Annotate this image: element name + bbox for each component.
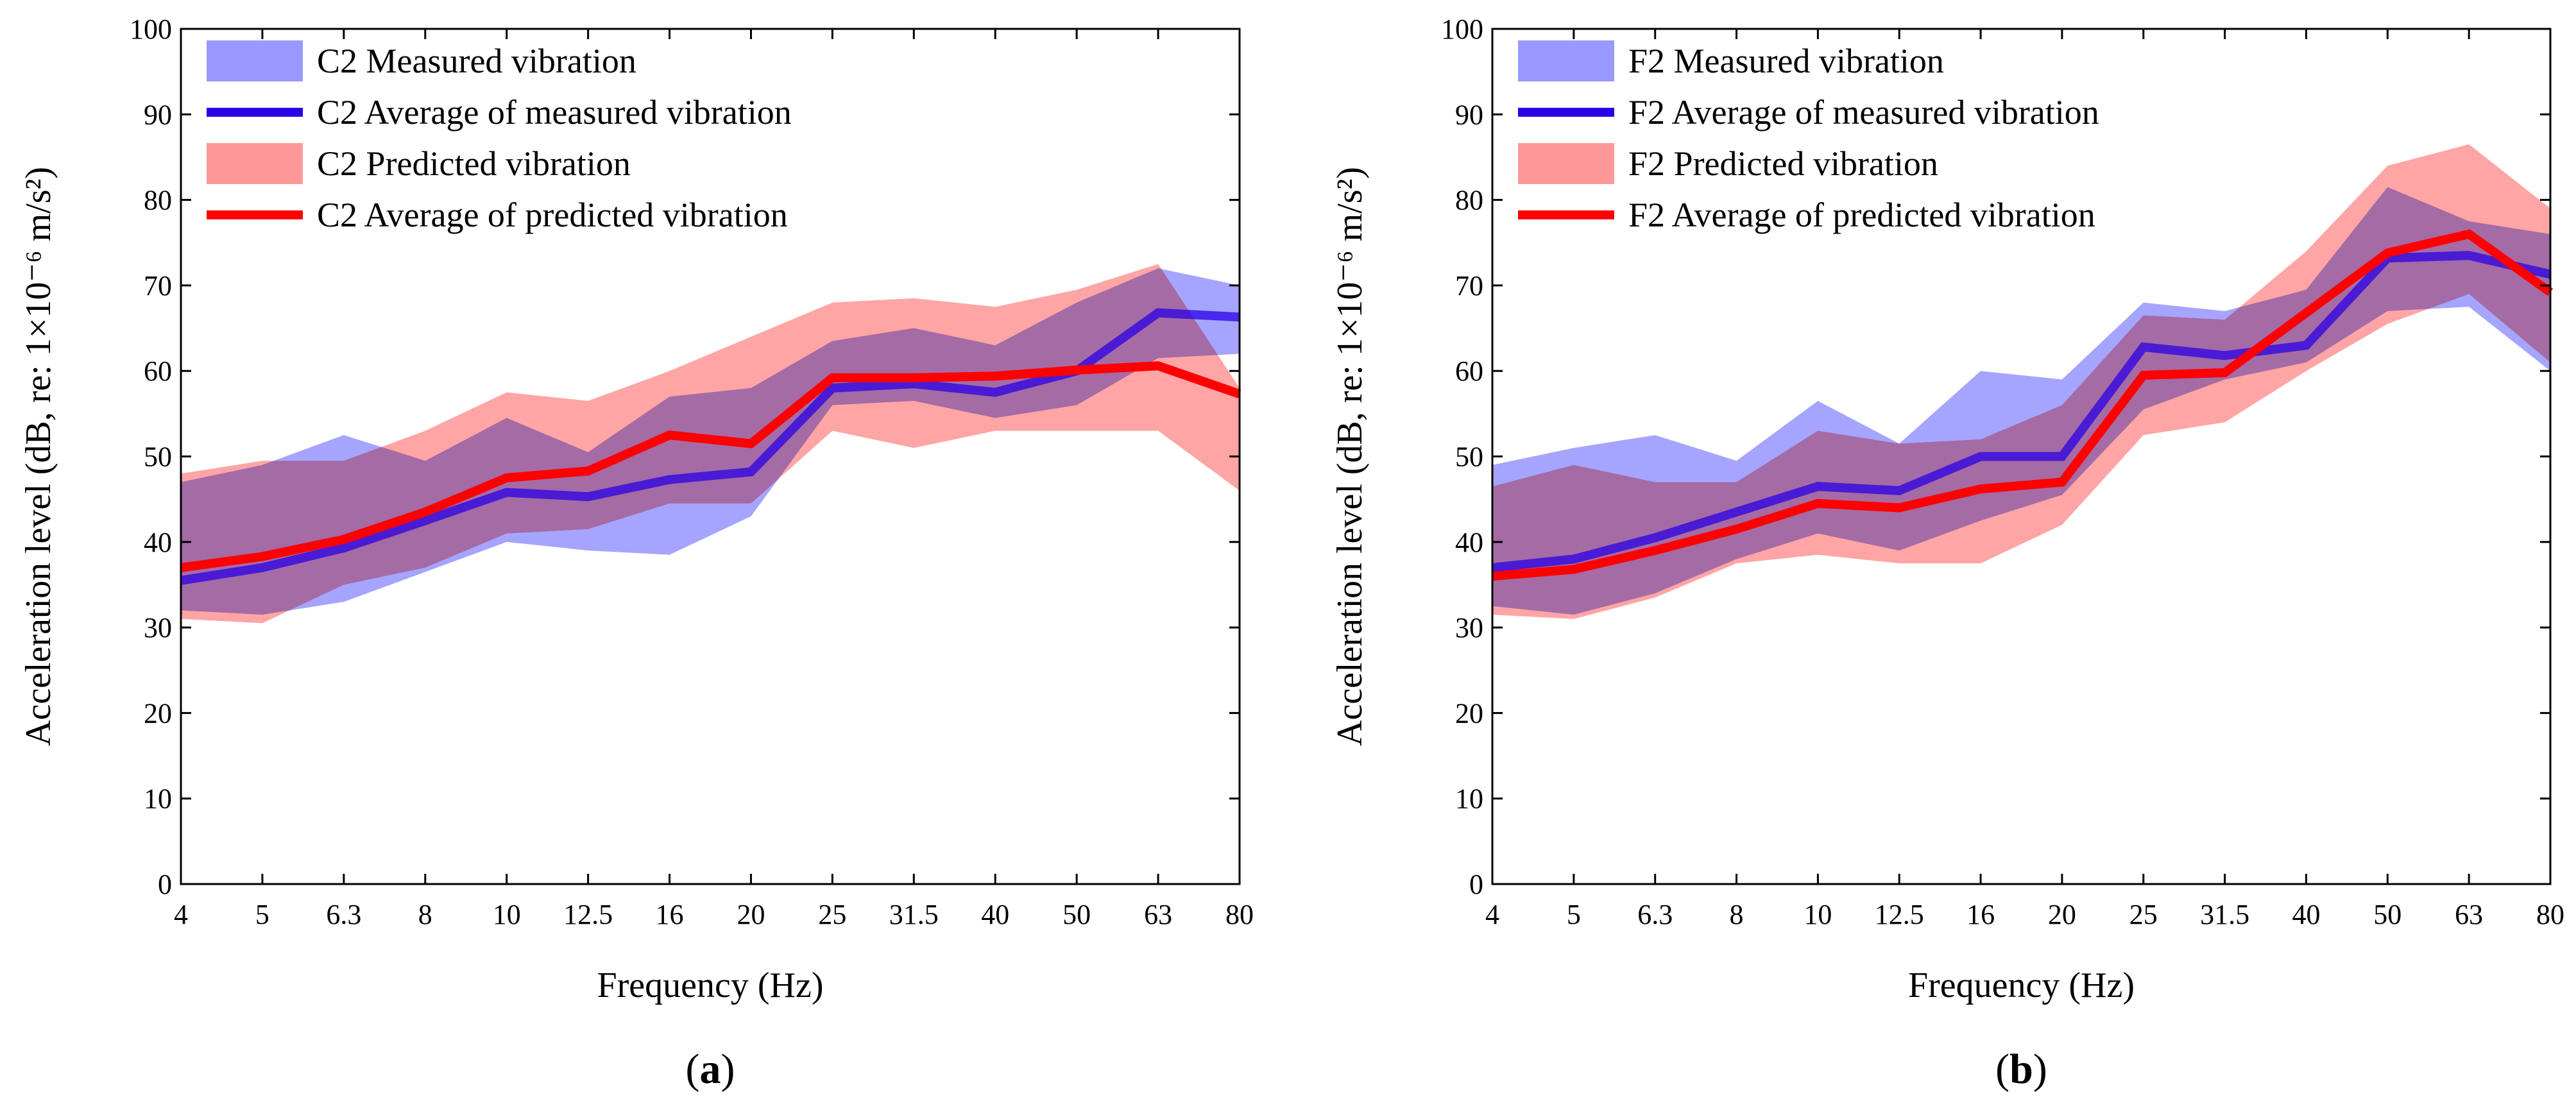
ytick-label-a-5: 50: [144, 441, 172, 473]
xtick-label-a-10: 40: [981, 899, 1009, 930]
ytick-label-b-8: 80: [1455, 185, 1483, 216]
ytick-label-a-4: 40: [144, 527, 172, 558]
ylabel-a: Acceleration level (dB, re: 1×10⁻⁶ m/s²): [19, 167, 58, 746]
ytick-label-b-0: 0: [1469, 869, 1483, 900]
xtick-label-a-8: 25: [818, 899, 846, 930]
chart-panel-b: 0 10 20 30 40 50 60 70 80 90 100 4 5 6.3 8 10 12.5 16 20 25…: [1330, 13, 2564, 1093]
xlabel-a: Frequency (Hz): [597, 966, 824, 1005]
line-a-3: [180, 361, 1241, 572]
ytick-label-b-7: 70: [1455, 270, 1483, 302]
legend-label-a-3: C2 Average of predicted vibration: [317, 196, 788, 234]
band-b-2: [1492, 144, 2550, 619]
ytick-label-a-10: 100: [130, 13, 172, 45]
legend-swatch-b-0: [1518, 40, 1614, 81]
legend-label-b-0: F2 Measured vibration: [1628, 42, 1944, 80]
xtick-label-a-5: 12.5: [563, 899, 613, 930]
legend-label-a-1: C2 Average of measured vibration: [317, 93, 792, 132]
panel-label-a: (a): [686, 1046, 735, 1093]
legend-swatch-a-2: [207, 143, 303, 184]
legend-label-b-2: F2 Predicted vibration: [1628, 144, 1938, 183]
xtick-label-b-6: 16: [1966, 899, 1995, 930]
xtick-label-a-7: 20: [737, 899, 765, 930]
xtick-label-a-0: 4: [174, 899, 188, 930]
xtick-label-b-5: 12.5: [1875, 899, 1924, 930]
xlabel-b: Frequency (Hz): [1908, 966, 2135, 1005]
ylabel-b: Acceleration level (dB, re: 1×10⁻⁶ m/s²): [1330, 167, 1370, 746]
line-b-3: [1492, 229, 2554, 581]
ytick-label-a-7: 70: [144, 270, 172, 302]
ytick-label-b-1: 10: [1455, 783, 1483, 815]
xtick-label-b-3: 8: [1730, 899, 1744, 930]
panel-label-b: (b): [1995, 1046, 2047, 1093]
xtick-label-b-12: 63: [2455, 899, 2483, 930]
ytick-label-a-8: 80: [144, 185, 172, 216]
legend-label-b-3: F2 Average of predicted vibration: [1628, 196, 2095, 234]
ytick-label-b-5: 50: [1455, 441, 1483, 473]
ytick-label-a-9: 90: [144, 99, 172, 130]
xtick-label-a-6: 16: [656, 899, 684, 930]
xtick-label-a-1: 5: [255, 899, 269, 930]
ytick-label-b-2: 20: [1455, 697, 1483, 729]
legend-label-b-1: F2 Average of measured vibration: [1628, 93, 2099, 132]
legend-swatch-a-0: [207, 40, 303, 81]
xtick-label-a-12: 63: [1144, 899, 1172, 930]
line-b-1: [1492, 251, 2552, 572]
xtick-label-b-4: 10: [1804, 899, 1832, 930]
xtick-label-b-11: 50: [2373, 899, 2401, 930]
ytick-label-b-4: 40: [1455, 527, 1483, 558]
ytick-label-a-2: 20: [144, 697, 172, 729]
ytick-label-a-0: 0: [158, 869, 172, 900]
xtick-label-a-13: 80: [1225, 899, 1254, 930]
xtick-label-b-7: 20: [2048, 899, 2076, 930]
xtick-label-a-4: 10: [493, 899, 521, 930]
legend-label-a-2: C2 Predicted vibration: [317, 144, 631, 183]
ytick-label-a-6: 60: [144, 355, 172, 387]
legend-label-a-0: C2 Measured vibration: [317, 42, 636, 80]
xtick-label-a-3: 8: [418, 899, 432, 930]
xtick-label-a-11: 50: [1062, 899, 1091, 930]
ytick-label-a-3: 30: [144, 612, 172, 643]
xtick-label-b-10: 40: [2292, 899, 2320, 930]
xtick-label-b-8: 25: [2129, 899, 2158, 930]
xtick-label-b-0: 4: [1485, 899, 1499, 930]
ytick-label-b-10: 100: [1441, 13, 1483, 45]
ytick-label-b-9: 90: [1455, 99, 1483, 130]
xtick-label-a-2: 6.3: [326, 899, 361, 930]
chart-panel-a: 0 10 20 30 40 50 60 70 80 90 100 4 5 6.3 8 10 12.5 16 20 25…: [19, 13, 1254, 1093]
xtick-label-b-1: 5: [1567, 899, 1581, 930]
xtick-label-b-9: 31.5: [2200, 899, 2249, 930]
legend-swatch-b-2: [1518, 143, 1614, 184]
xtick-label-a-9: 31.5: [889, 899, 939, 930]
ytick-label-b-6: 60: [1455, 355, 1483, 387]
ytick-label-b-3: 30: [1455, 612, 1483, 643]
xtick-label-b-2: 6.3: [1637, 899, 1673, 930]
xtick-label-b-13: 80: [2536, 899, 2564, 930]
ytick-label-a-1: 10: [144, 783, 172, 815]
